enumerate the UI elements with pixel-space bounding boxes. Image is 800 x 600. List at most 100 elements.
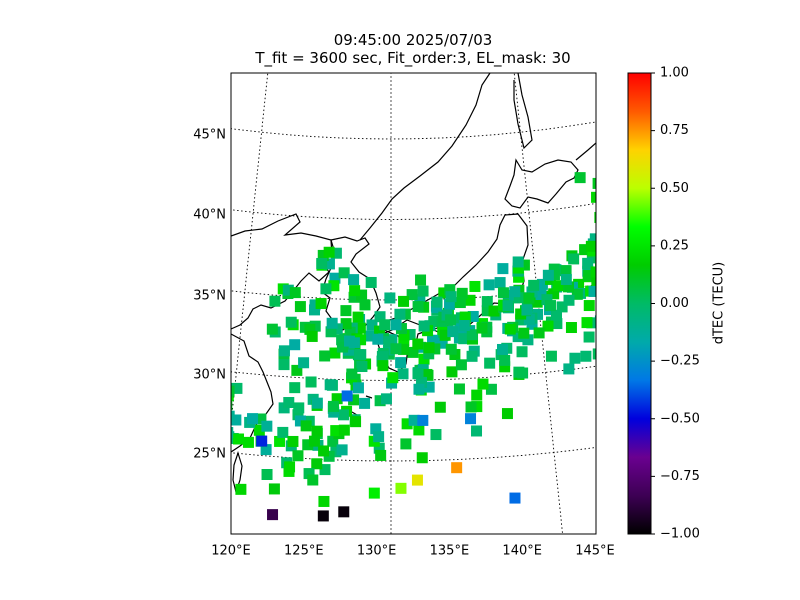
dtec-marker <box>323 450 335 462</box>
dtec-marker <box>289 382 301 394</box>
lon-tick-label: 130°E <box>357 544 397 559</box>
colorbar-tick-label: 1.00 <box>660 66 689 81</box>
dtec-marker <box>734 201 745 212</box>
dtec-marker <box>674 260 685 271</box>
colorbar-tick-label: 0.00 <box>660 296 689 311</box>
dtec-marker <box>562 281 574 293</box>
dtec-marker <box>338 267 350 279</box>
dtec-marker <box>466 350 478 362</box>
dtec-marker <box>600 247 611 258</box>
dtec-marker <box>197 429 208 440</box>
dtec-marker <box>665 196 676 207</box>
dtec-marker <box>563 363 575 375</box>
dtec-marker <box>464 294 476 306</box>
dtec-marker <box>583 270 595 282</box>
dtec-marker <box>218 425 229 436</box>
dtec-marker <box>412 338 424 350</box>
dtec-marker <box>398 343 410 355</box>
dtec-marker <box>348 337 360 349</box>
dtec-marker <box>654 258 665 269</box>
dtec-marker <box>372 333 384 345</box>
dtec-marker <box>728 137 739 148</box>
dtec-marker <box>766 124 777 135</box>
dtec-marker <box>658 220 669 231</box>
dtec-marker <box>656 310 667 321</box>
dtec-marker <box>439 329 451 341</box>
dtec-marker <box>605 238 616 249</box>
dtec-marker <box>719 207 730 218</box>
dtec-marker <box>416 452 428 464</box>
dtec-marker <box>580 350 592 362</box>
dtec-marker <box>614 284 625 295</box>
dtec-marker <box>355 334 367 346</box>
dtec-marker <box>344 326 356 338</box>
dtec-marker <box>692 164 703 175</box>
dtec-marker <box>427 334 439 346</box>
dtec-marker <box>695 305 706 316</box>
dtec-marker <box>681 270 692 281</box>
dtec-marker <box>329 347 341 359</box>
dtec-marker <box>518 327 530 339</box>
dtec-marker <box>497 263 509 275</box>
dtec-marker <box>757 128 768 139</box>
dtec-marker <box>406 289 418 301</box>
dtec-marker <box>545 350 557 362</box>
dtec-marker <box>692 145 703 156</box>
dtec-marker <box>373 442 385 454</box>
dtec-marker <box>430 429 442 441</box>
lat-tick-label: 35°N <box>193 289 226 304</box>
map-area <box>43 33 783 537</box>
dtec-marker <box>395 482 407 494</box>
dtec-marker <box>196 403 207 414</box>
dtec-marker <box>726 158 737 169</box>
meridian-line <box>43 33 150 537</box>
dtec-marker <box>283 397 295 409</box>
dtec-marker <box>374 325 386 337</box>
dtec-marker <box>722 241 733 252</box>
coastline-sakhalin <box>513 73 533 150</box>
dtec-marker <box>499 361 511 373</box>
dtec-marker <box>338 506 350 518</box>
dtec-marker <box>476 322 488 334</box>
dtec-marker <box>390 343 402 355</box>
dtec-marker <box>591 276 596 288</box>
dtec-marker <box>363 330 375 342</box>
dtec-marker <box>560 273 572 285</box>
meridian-line <box>231 73 269 428</box>
dtec-marker <box>348 291 360 303</box>
dtec-marker <box>706 144 717 155</box>
dtec-marker <box>330 446 342 458</box>
dtec-marker <box>772 124 783 135</box>
dtec-marker <box>407 346 419 358</box>
dtec-marker <box>695 281 706 292</box>
dtec-marker <box>356 361 368 373</box>
dtec-marker <box>698 192 709 203</box>
dtec-marker <box>523 313 535 325</box>
dtec-marker <box>656 203 667 214</box>
dtec-marker <box>685 209 696 220</box>
dtec-marker <box>652 167 663 178</box>
colorbar-tick-label: 0.50 <box>660 181 689 196</box>
dtec-marker <box>293 402 305 414</box>
dtec-marker <box>679 257 690 268</box>
dtec-marker <box>711 143 722 154</box>
dtec-marker <box>274 435 286 447</box>
dtec-marker <box>516 346 528 358</box>
dtec-marker <box>548 269 560 281</box>
dtec-marker <box>110 482 121 493</box>
dtec-marker <box>726 241 737 252</box>
dtec-marker <box>325 326 337 338</box>
colorbar-label: dTEC (TECU) <box>712 262 727 345</box>
dtec-marker <box>662 255 673 266</box>
dtec-marker <box>689 205 700 216</box>
dtec-marker <box>734 280 745 291</box>
dtec-marker <box>707 199 718 210</box>
dtec-marker <box>445 314 457 326</box>
dtec-marker <box>673 279 684 290</box>
dtec-marker <box>602 260 613 271</box>
dtec-marker <box>512 262 524 274</box>
dtec-marker <box>707 148 718 159</box>
dtec-marker <box>502 300 514 312</box>
dtec-marker <box>437 323 449 335</box>
